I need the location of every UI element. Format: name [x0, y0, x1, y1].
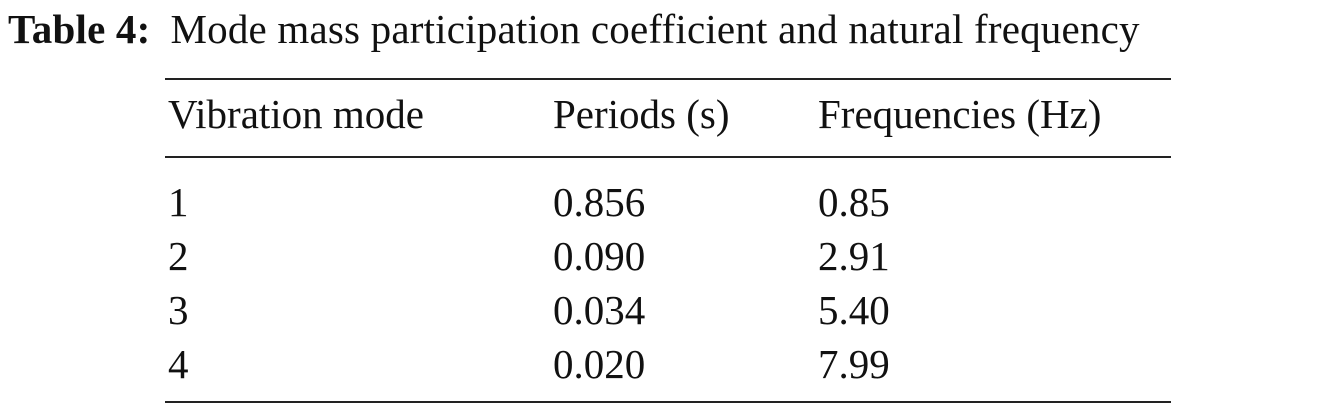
header-vibration-mode: Vibration mode: [168, 91, 425, 137]
cell-period: 0.020: [553, 341, 646, 387]
cell-period: 0.856: [553, 179, 646, 225]
cell-period: 0.090: [553, 233, 646, 279]
cell-mode: 2: [168, 233, 189, 279]
table-caption-label: Table 4:: [8, 6, 151, 52]
cell-mode: 3: [168, 287, 189, 333]
table-caption: Table 4: Mode mass participation coeffici…: [8, 4, 1140, 54]
cell-mode: 4: [168, 341, 189, 387]
cell-frequency: 7.99: [818, 341, 890, 387]
cell-mode: 1: [168, 179, 189, 225]
table-top-rule: [165, 78, 1171, 80]
table-caption-text: Mode mass participation coefficient and …: [170, 6, 1140, 52]
header-frequencies: Frequencies (Hz): [818, 91, 1102, 137]
header-periods: Periods (s): [553, 91, 730, 137]
cell-frequency: 5.40: [818, 287, 890, 333]
table-bottom-rule: [165, 401, 1171, 403]
cell-frequency: 2.91: [818, 233, 890, 279]
table-header-rule: [165, 156, 1171, 158]
cell-frequency: 0.85: [818, 179, 890, 225]
cell-period: 0.034: [553, 287, 646, 333]
